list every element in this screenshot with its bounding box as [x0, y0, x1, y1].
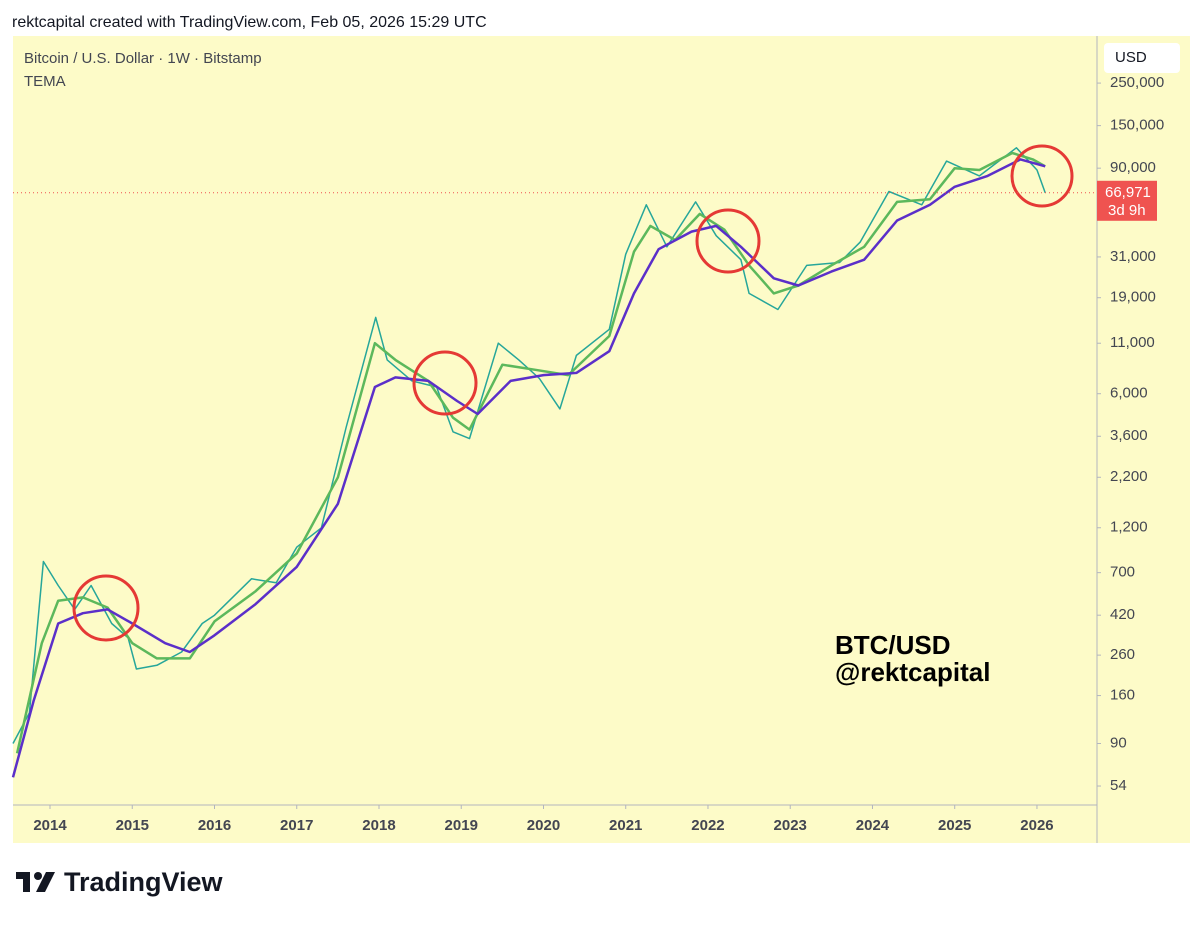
currency-label[interactable]: USD	[1115, 49, 1147, 66]
x-tick-label: 2026	[1020, 817, 1053, 834]
currency-box[interactable]	[1104, 43, 1180, 73]
x-tick-label: 2019	[445, 817, 478, 834]
tema-line	[11, 158, 1046, 778]
x-tick-label: 2016	[198, 817, 231, 834]
y-tick-label: 6,000	[1110, 385, 1148, 402]
countdown-label: 3d 9h	[1108, 202, 1146, 219]
logo	[16, 872, 55, 892]
watermark: @rektcapital	[835, 657, 990, 687]
plot	[11, 147, 1046, 778]
x-tick-label: 2022	[691, 817, 724, 834]
x-tick-label: 2014	[33, 817, 67, 834]
x-tick-label: 2018	[362, 817, 395, 834]
x-tick-label: 2024	[856, 817, 890, 834]
chart-title: Bitcoin / U.S. Dollar · 1W · Bitstamp	[24, 50, 262, 67]
y-tick-label: 150,000	[1110, 117, 1164, 134]
y-tick-label: 19,000	[1110, 289, 1156, 306]
y-tick-label: 11,000	[1110, 334, 1155, 351]
y-tick-label: 260	[1110, 646, 1135, 663]
x-tick-label: 2015	[116, 817, 149, 834]
x-tick-label: 2023	[774, 817, 807, 834]
chart-background	[13, 36, 1190, 843]
y-tick-label: 250,000	[1110, 74, 1164, 91]
x-tick-label: 2025	[938, 817, 971, 834]
y-tick-label: 700	[1110, 564, 1135, 581]
y-tick-label: 90,000	[1110, 159, 1156, 176]
x-tick-label: 2021	[609, 817, 642, 834]
y-tick-label: 2,200	[1110, 468, 1148, 485]
highlight-circle	[412, 350, 478, 416]
y-tick-label: 1,200	[1110, 519, 1148, 536]
logo-shape	[36, 872, 55, 892]
tema-line	[15, 151, 1046, 754]
indicator-label: TEMA	[24, 73, 66, 90]
header: rektcapital created with TradingView.com…	[12, 14, 487, 31]
last-price-label: 66,971	[1105, 184, 1151, 201]
y-tick-label: 160	[1110, 687, 1135, 704]
highlight-circle	[1010, 144, 1074, 208]
footer-logo: TradingView	[64, 867, 224, 897]
x-tick-label: 2020	[527, 817, 560, 834]
y-tick-label: 31,000	[1110, 248, 1156, 265]
highlight-circle	[695, 208, 761, 274]
y-tick-label: 54	[1110, 777, 1127, 794]
y-tick-label: 3,600	[1110, 427, 1148, 444]
x-tick-label: 2017	[280, 817, 313, 834]
last-price-box	[1097, 180, 1157, 221]
annotations	[72, 144, 1074, 642]
y-tick-label: 420	[1110, 606, 1135, 623]
logo-shape	[23, 872, 30, 892]
highlight-circle	[72, 574, 140, 642]
logo-shape	[34, 872, 42, 880]
watermark: BTC/USD	[835, 630, 951, 660]
y-tick-label: 90	[1110, 734, 1127, 751]
